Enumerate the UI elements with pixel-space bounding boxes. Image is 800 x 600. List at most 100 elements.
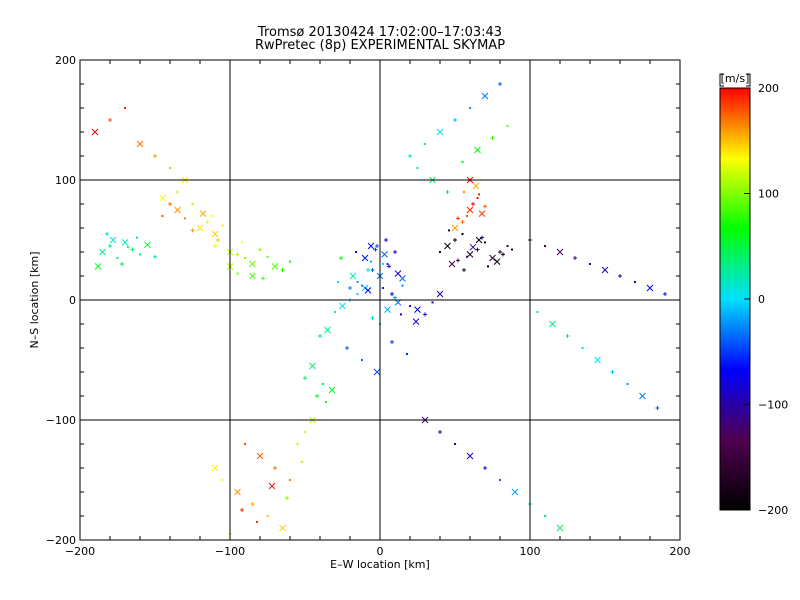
data-point	[462, 268, 466, 272]
data-point	[536, 311, 539, 313]
data-point	[393, 295, 397, 300]
data-point	[366, 268, 370, 272]
data-point	[506, 245, 509, 247]
data-point	[431, 301, 434, 304]
data-point	[544, 245, 546, 247]
data-point	[168, 202, 172, 206]
data-point	[339, 256, 343, 260]
data-point	[280, 268, 285, 272]
data-point	[454, 443, 456, 445]
data-point	[261, 276, 265, 281]
data-point	[408, 154, 412, 158]
data-point	[384, 306, 391, 313]
data-point	[266, 255, 269, 258]
data-point	[393, 250, 397, 254]
colorbar-tick-label: −100	[758, 399, 788, 412]
data-point	[416, 167, 419, 169]
data-point	[91, 128, 99, 136]
data-point	[626, 383, 629, 385]
data-point	[481, 92, 489, 100]
chart-subtitle: RwPretec (8p) EXPERIMENTAL SKYMAP	[254, 38, 506, 53]
data-point	[501, 252, 505, 257]
data-point	[451, 224, 459, 232]
data-point	[236, 272, 239, 275]
data-point	[339, 302, 346, 310]
data-point	[199, 210, 207, 217]
data-point	[484, 241, 486, 244]
data-point	[375, 244, 379, 248]
data-point	[610, 370, 615, 374]
data-point	[581, 347, 584, 349]
data-point	[472, 182, 480, 190]
data-point	[463, 191, 465, 193]
data-point	[511, 488, 519, 496]
x-tick-label: −100	[215, 545, 245, 558]
data-point	[318, 334, 322, 338]
data-point	[367, 242, 375, 250]
data-point	[394, 270, 402, 277]
y-tick-label: 100	[55, 174, 76, 187]
data-point	[370, 316, 375, 320]
colorbar-label: [m/s]	[721, 72, 750, 85]
data-point	[466, 255, 468, 258]
data-point	[356, 293, 359, 295]
y-tick-label: −100	[46, 414, 76, 427]
data-point	[211, 230, 219, 238]
data-point	[556, 248, 564, 256]
data-point	[361, 254, 369, 262]
data-point	[381, 251, 388, 258]
data-point	[390, 292, 394, 296]
data-point	[211, 464, 219, 472]
data-point	[400, 313, 402, 316]
colorbar-tick-label: 100	[758, 188, 779, 201]
data-point	[498, 250, 502, 254]
data-point	[573, 256, 577, 260]
data-point	[94, 263, 102, 270]
points-layer	[91, 82, 667, 536]
data-point	[120, 262, 124, 266]
data-point	[370, 268, 375, 272]
data-point	[161, 215, 164, 217]
data-point	[364, 287, 372, 294]
data-point	[216, 238, 220, 242]
y-tick-label: −200	[46, 534, 76, 547]
data-point	[285, 496, 289, 500]
data-point	[109, 236, 117, 244]
data-point	[466, 206, 474, 214]
data-point	[249, 272, 256, 280]
data-point	[127, 246, 129, 249]
data-point	[511, 248, 513, 251]
data-point	[328, 386, 336, 394]
data-point	[221, 224, 224, 227]
data-point	[498, 82, 502, 86]
x-axis-label: E–W location [km]	[330, 558, 430, 571]
data-point	[483, 466, 487, 470]
data-point	[121, 239, 129, 246]
x-tick-label: −200	[65, 545, 95, 558]
data-point	[594, 356, 601, 364]
data-point	[436, 128, 444, 136]
data-point	[175, 190, 180, 194]
data-point	[249, 260, 256, 268]
data-point	[409, 305, 411, 307]
y-tick-label: 0	[69, 294, 76, 307]
data-point	[205, 220, 210, 224]
data-point	[295, 442, 300, 446]
chart-title: Tromsø 20130424 17:02:00–17:03:43	[257, 25, 503, 40]
data-point	[461, 233, 464, 235]
data-point	[322, 383, 324, 385]
data-point	[373, 247, 378, 252]
data-point	[646, 284, 654, 292]
data-point	[356, 281, 359, 283]
data-point	[370, 260, 372, 263]
data-point	[476, 197, 479, 199]
data-point	[108, 118, 112, 122]
data-point	[469, 107, 471, 109]
colorbar-tick-label: 200	[758, 82, 779, 95]
data-point	[315, 394, 319, 398]
data-point	[475, 247, 480, 252]
data-point	[258, 247, 262, 252]
data-point	[384, 238, 388, 242]
data-point	[191, 203, 194, 205]
data-point	[325, 401, 327, 403]
